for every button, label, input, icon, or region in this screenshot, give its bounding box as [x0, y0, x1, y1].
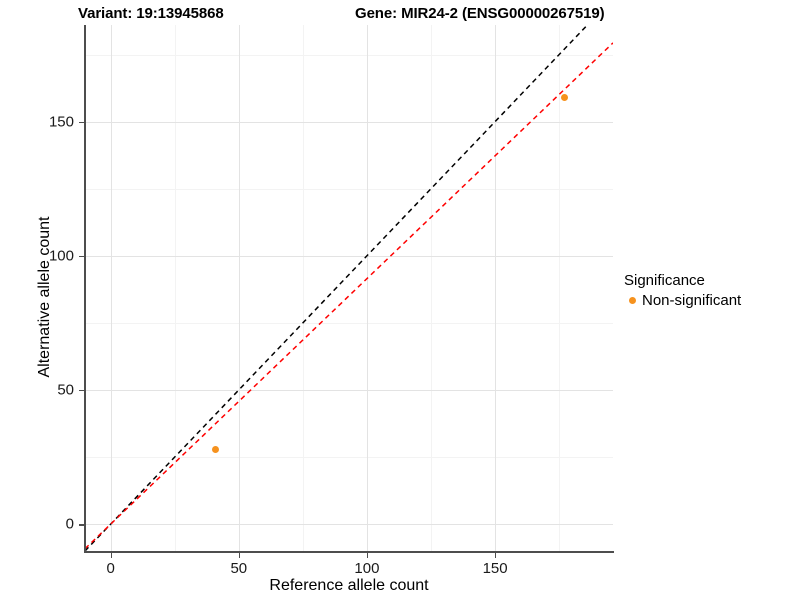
gridline-vertical [238, 25, 240, 551]
x-axis-line [84, 551, 614, 553]
y-tick-label: 0 [65, 515, 74, 533]
legend-item-non-significant[interactable]: Non-significant [624, 292, 741, 309]
gene-title: Gene: MIR24-2 (ENSG00000267519) [355, 5, 605, 22]
legend-swatch [624, 297, 640, 304]
gridline-horizontal [85, 457, 613, 459]
x-tick-mark [495, 553, 497, 558]
reference-lines [85, 25, 613, 551]
gridline-vertical [559, 25, 561, 551]
y-tick-mark [79, 121, 84, 123]
fitted-ratio-line [85, 42, 613, 550]
x-tick-mark [110, 553, 113, 558]
variant-title: Variant: 19:13945868 [78, 5, 224, 22]
legend: Significance Non-significant [624, 272, 741, 309]
y-tick-mark [79, 389, 84, 392]
identity-line [85, 25, 589, 551]
x-tick-mark [366, 553, 369, 558]
x-axis-label: Reference allele count [269, 577, 429, 594]
x-tick-label: 100 [354, 560, 380, 577]
y-tick-label: 100 [48, 247, 74, 265]
scatter-point[interactable] [212, 445, 220, 453]
gridline-vertical [174, 25, 176, 551]
y-axis-label: Alternative allele count [36, 216, 53, 378]
gridline-vertical [366, 25, 368, 551]
y-tick-mark [79, 524, 84, 526]
scatter-point[interactable] [560, 93, 568, 101]
y-tick-mark [79, 255, 84, 258]
gridline-vertical [431, 25, 433, 551]
orange-dot-icon [628, 297, 636, 304]
x-tick-label: 0 [106, 560, 115, 577]
y-axis-line [84, 25, 86, 552]
legend-item-label: Non-significant [642, 292, 742, 309]
gridline-horizontal [85, 322, 613, 324]
gridline-horizontal [85, 188, 613, 190]
x-tick-label: 150 [482, 560, 508, 577]
plot-panel [85, 25, 613, 551]
gridline-vertical [495, 25, 497, 551]
gridline-horizontal [85, 389, 613, 391]
gridline-horizontal [85, 121, 613, 123]
gridline-vertical [302, 25, 304, 551]
legend-title: Significance [624, 272, 705, 289]
gridline-vertical [110, 25, 112, 551]
x-tick-label: 50 [230, 560, 248, 577]
y-tick-label: 50 [57, 381, 74, 399]
gridline-horizontal [85, 54, 613, 56]
y-tick-label: 150 [48, 113, 74, 131]
gridline-horizontal [85, 524, 613, 526]
x-tick-mark [238, 553, 241, 558]
gridline-horizontal [85, 255, 613, 257]
